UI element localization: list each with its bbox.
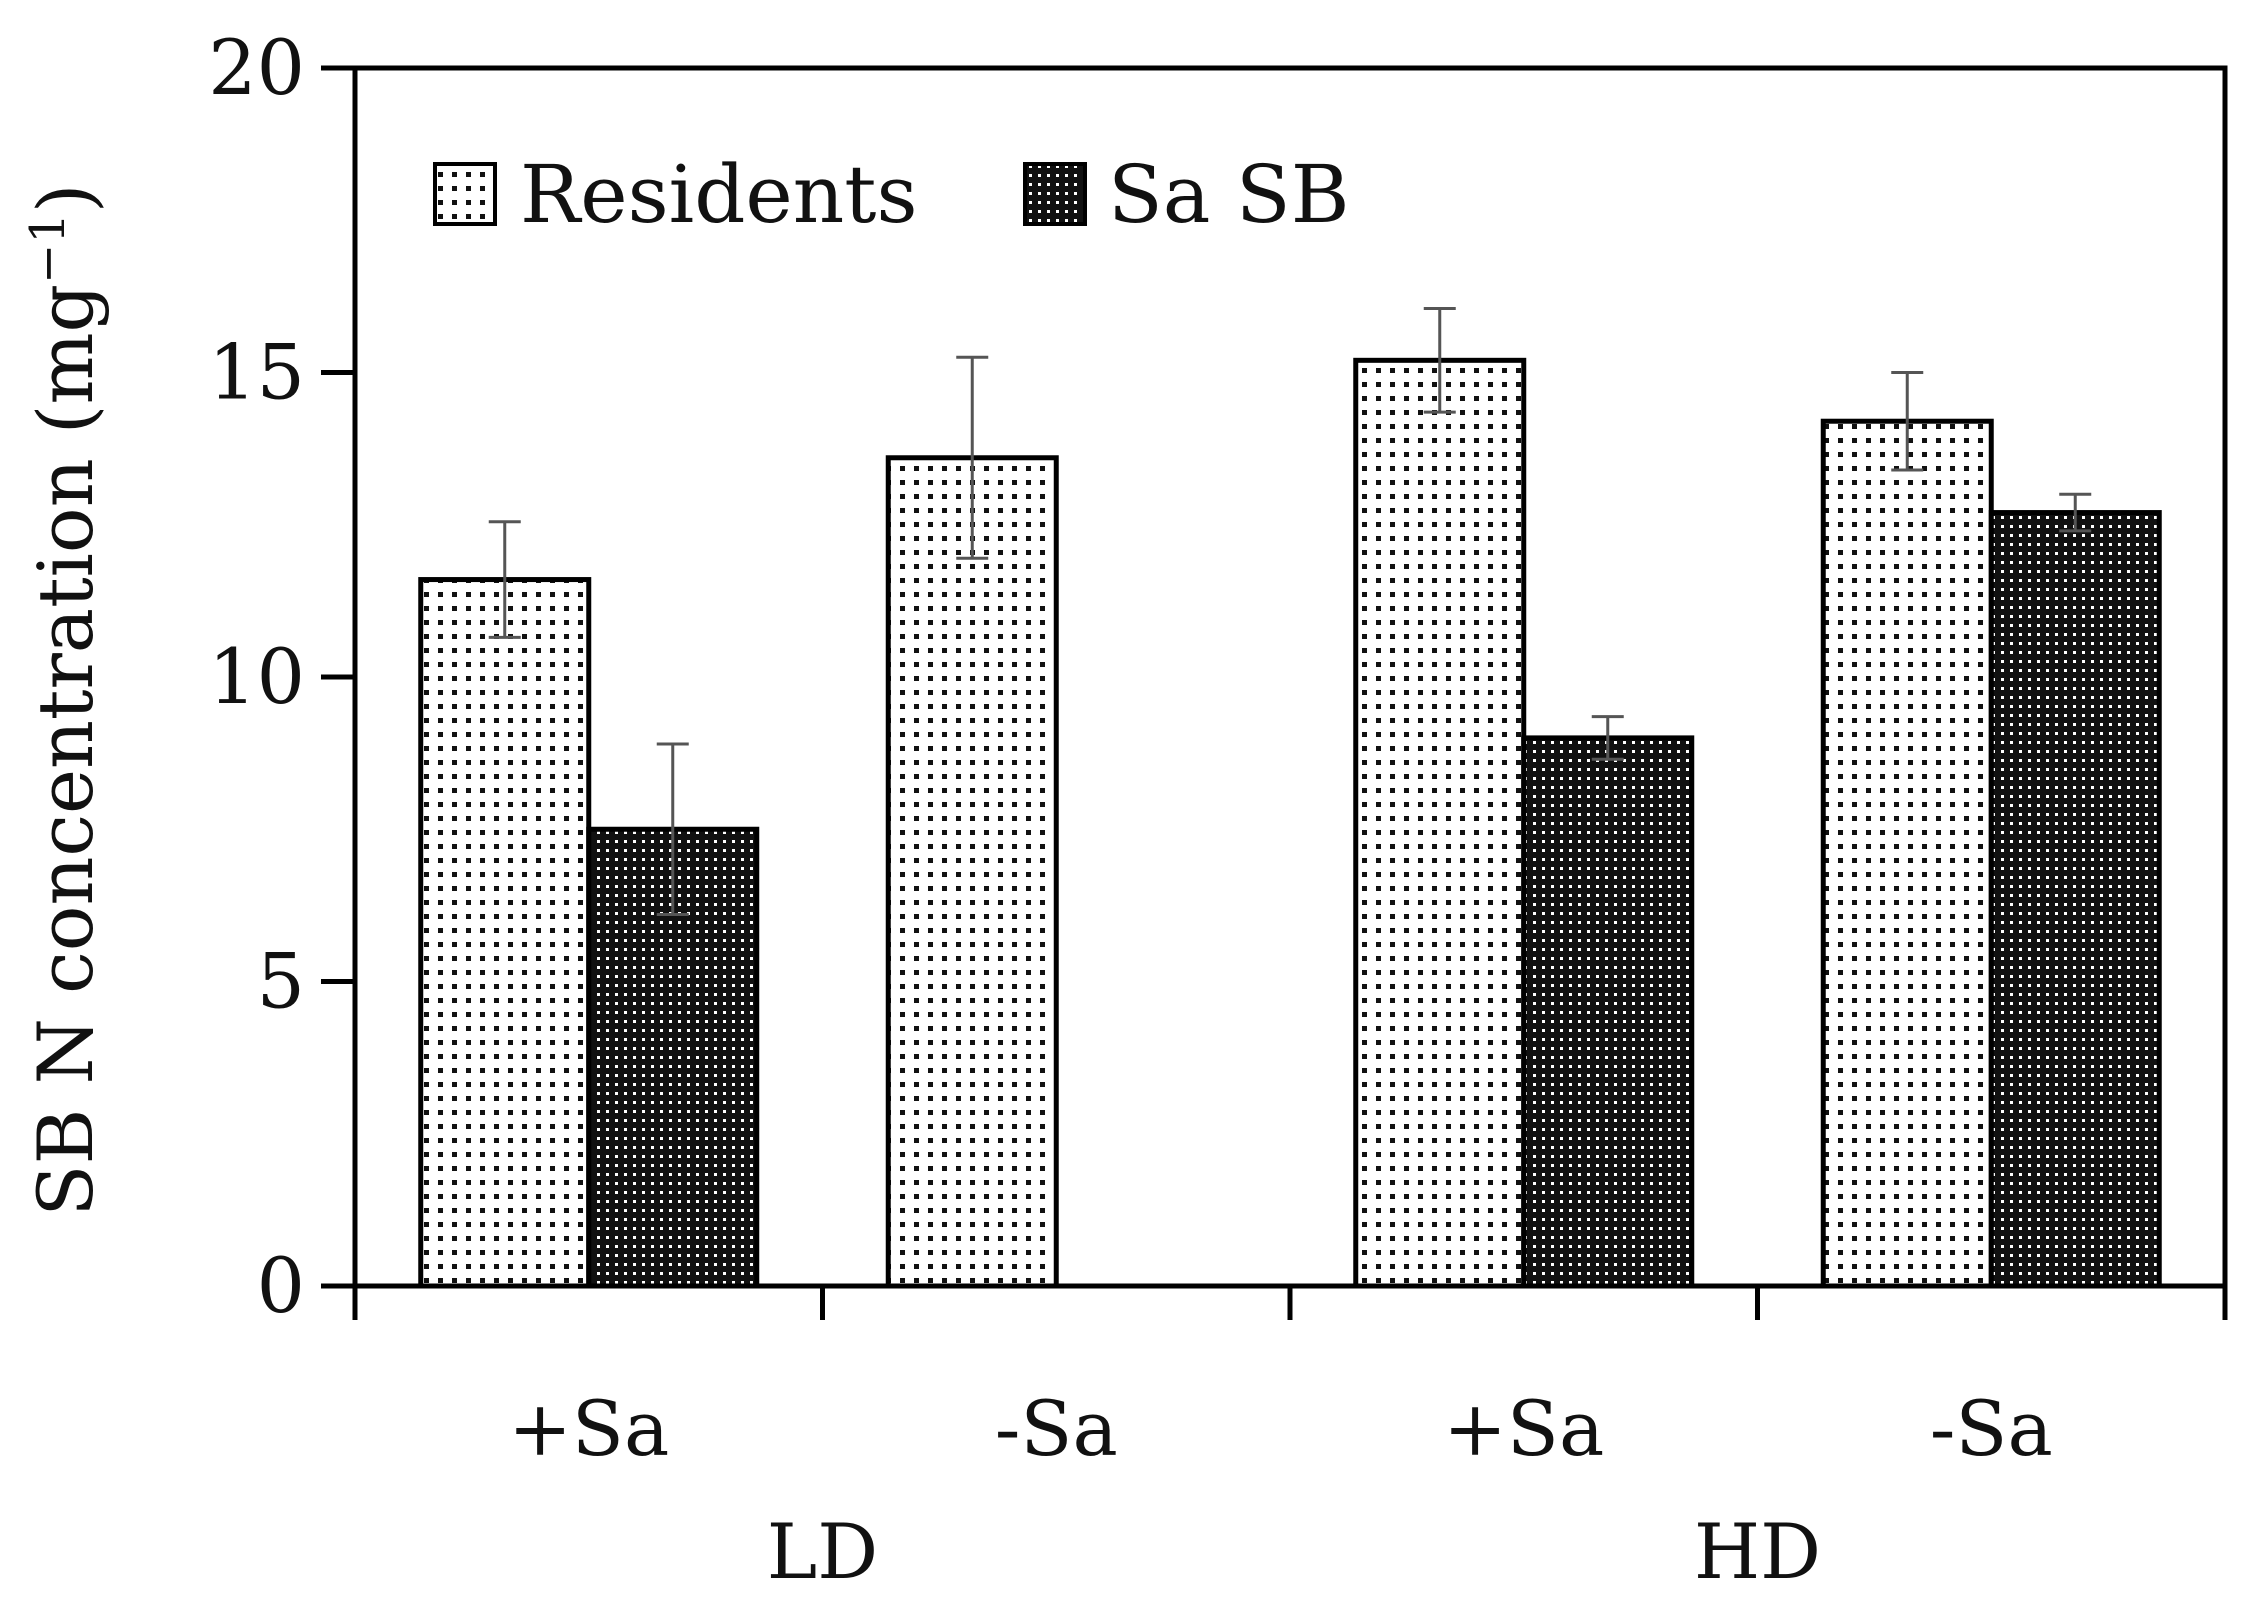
- x-category-label: +Sa: [1443, 1384, 1604, 1473]
- legend: Residents Sa SB: [433, 148, 1350, 241]
- bar-residents: [1353, 357, 1527, 1289]
- bar-sa-sb: [1521, 735, 1695, 1289]
- x-group-label: HD: [1694, 1507, 1821, 1596]
- x-category-label: -Sa: [1930, 1384, 2053, 1473]
- bars: [418, 357, 2162, 1289]
- legend-label-residents: Residents: [520, 148, 918, 241]
- y-tick-label: 10: [208, 632, 305, 721]
- bar-sa-sb: [1988, 510, 2162, 1289]
- x-category-label: -Sa: [995, 1384, 1118, 1473]
- bar-residents: [418, 577, 592, 1289]
- y-axis: 0 5 10 15 20: [208, 23, 355, 1330]
- error-bars: [488, 307, 2092, 917]
- legend-swatch-sa-sb: [1023, 162, 1087, 226]
- bar-residents: [1820, 418, 1994, 1289]
- y-tick-label: 20: [208, 23, 305, 112]
- legend-label-sa-sb: Sa SB: [1108, 148, 1350, 241]
- x-category-label: +Sa: [508, 1384, 669, 1473]
- y-axis-title: SB N concentration (mg−1): [20, 183, 110, 1216]
- y-axis-title-superscript: −1: [20, 213, 76, 284]
- y-tick-label: 5: [257, 937, 305, 1026]
- y-tick-label: 15: [208, 328, 305, 417]
- y-axis-title-close: ): [21, 183, 110, 213]
- x-group-label: LD: [767, 1507, 878, 1596]
- bar-residents: [885, 455, 1059, 1289]
- legend-swatch-residents: [433, 162, 497, 226]
- x-axis: +Sa -Sa +Sa -Sa LD HD: [352, 1286, 2228, 1596]
- y-tick-label: 0: [257, 1241, 305, 1330]
